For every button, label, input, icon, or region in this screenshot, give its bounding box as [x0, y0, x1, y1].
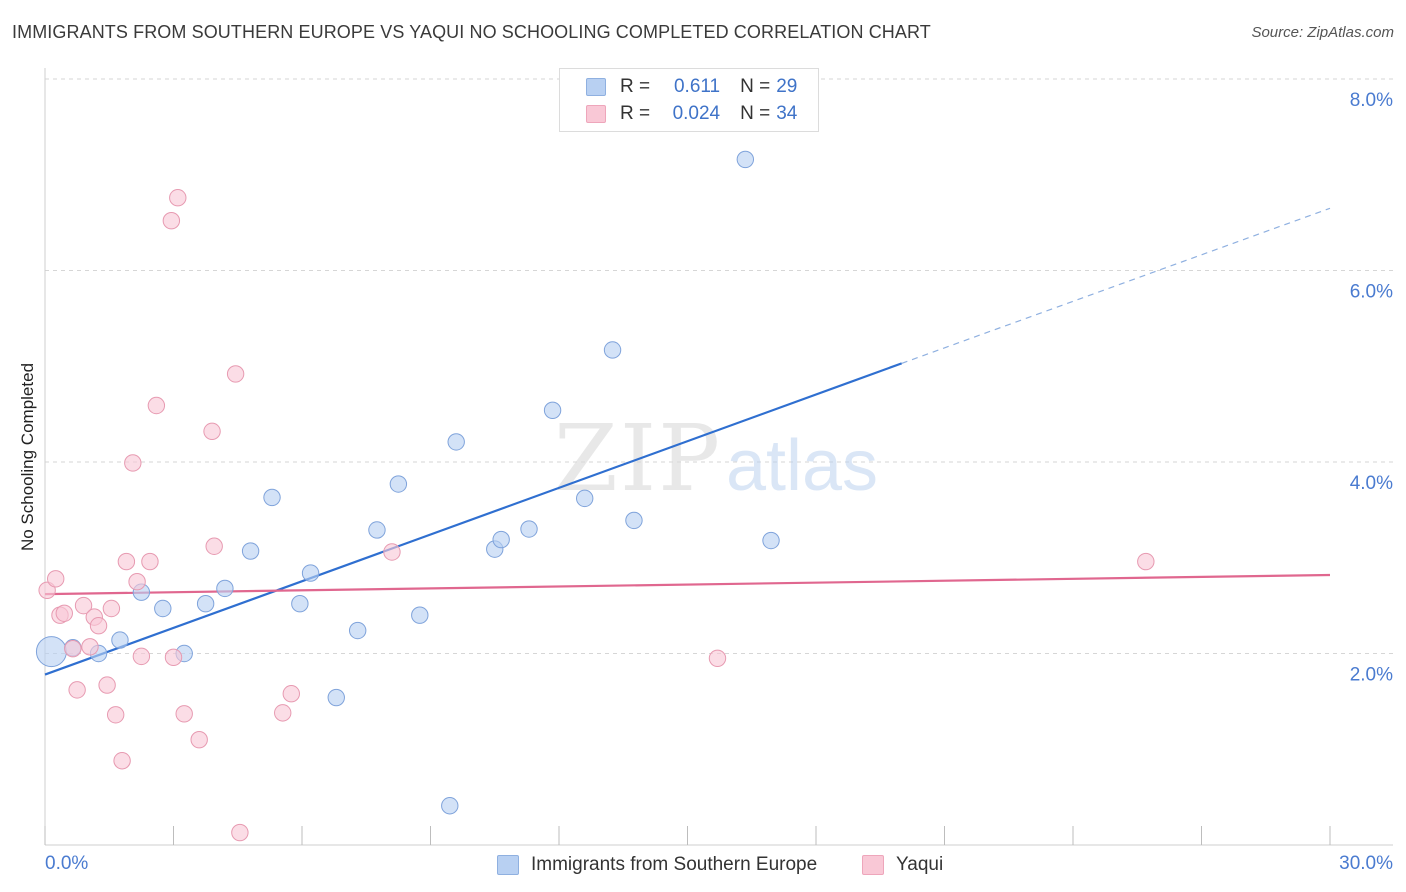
point-yaqui: [98, 676, 116, 694]
legend-label: Immigrants from Southern Europe: [531, 854, 818, 875]
r-label: R =: [620, 103, 651, 124]
point-yaqui: [226, 365, 245, 383]
point-yaqui: [205, 537, 223, 555]
y-axis-title: No Schooling Completed: [18, 363, 37, 551]
point-immigrants: [625, 511, 643, 530]
y-tick-label: 6.0%: [1350, 282, 1393, 303]
trend-line-yaqui: [44, 573, 1331, 596]
source-credit: Source: ZipAtlas.com: [1251, 24, 1394, 41]
point-yaqui: [282, 685, 300, 703]
point-immigrants: [368, 521, 386, 539]
point-immigrants: [263, 488, 281, 507]
point-immigrants: [441, 797, 459, 815]
y-tick-label: 8.0%: [1350, 90, 1393, 111]
point-immigrants: [389, 475, 408, 493]
point-yaqui: [708, 649, 727, 667]
point-immigrants: [111, 631, 129, 649]
point-yaqui: [231, 823, 249, 842]
point-immigrants: [291, 595, 309, 613]
point-yaqui: [132, 647, 151, 666]
y-tick-label: 2.0%: [1350, 665, 1393, 686]
x-tick-label: 30.0%: [1339, 853, 1393, 874]
legend-item-yaqui[interactable]: Yaqui: [862, 851, 943, 879]
point-yaqui: [55, 604, 73, 622]
legend-row-yaqui: R = 0.024 N = 34: [586, 101, 797, 127]
legend-swatch-blue: [586, 78, 606, 96]
point-yaqui: [117, 552, 136, 571]
point-immigrants: [327, 688, 345, 707]
gridlines: [45, 78, 1393, 654]
point-yaqui: [102, 599, 121, 618]
point-yaqui: [106, 706, 125, 724]
point-immigrants: [411, 606, 429, 624]
point-immigrants: [301, 564, 320, 582]
point-yaqui: [175, 705, 193, 723]
r-value: 0.024: [672, 103, 721, 124]
n-value: 34: [776, 103, 798, 124]
legend-swatch-pink: [586, 105, 606, 123]
chart-title: IMMIGRANTS FROM SOUTHERN EUROPE VS YAQUI…: [12, 22, 931, 42]
point-immigrants: [520, 520, 538, 538]
point-yaqui: [68, 681, 86, 699]
point-yaqui: [190, 730, 208, 749]
point-immigrants: [492, 530, 510, 549]
watermark-atlas: atlas: [726, 426, 878, 506]
point-immigrants: [576, 489, 594, 508]
y-tick-label: 4.0%: [1350, 473, 1393, 494]
legend-row-immigrants: R = 0.611 N = 29: [586, 74, 797, 100]
point-immigrants: [241, 542, 260, 560]
point-immigrants: [736, 150, 755, 169]
trend-line-immigrants: [44, 362, 903, 676]
point-yaqui: [169, 189, 187, 207]
point-yaqui: [1137, 552, 1155, 571]
point-immigrants: [35, 636, 67, 668]
point-immigrants: [762, 531, 780, 550]
point-immigrants: [154, 599, 172, 618]
point-immigrants: [348, 621, 367, 640]
n-label: N =: [740, 76, 771, 97]
point-immigrants: [216, 579, 234, 598]
point-yaqui: [74, 596, 93, 615]
point-immigrants: [543, 401, 562, 419]
r-label: R =: [620, 76, 651, 97]
n-label: N =: [740, 103, 771, 124]
point-yaqui: [203, 422, 221, 441]
axis-labels: 2.0% 4.0% 6.0% 8.0% 0.0% 30.0% No Schooling Co…: [18, 90, 1393, 874]
x-tick-label: 0.0%: [45, 853, 88, 874]
point-yaqui: [162, 212, 181, 230]
legend-label: Yaqui: [896, 854, 944, 875]
r-value: 0.611: [673, 76, 721, 97]
data-points: [35, 150, 1155, 842]
point-yaqui: [274, 704, 292, 722]
trend-line-immigrants-projection: [901, 207, 1331, 364]
point-yaqui: [128, 572, 146, 591]
point-yaqui: [124, 454, 142, 472]
legend-swatch-pink: [862, 855, 884, 875]
point-yaqui: [81, 638, 99, 656]
point-yaqui: [113, 752, 131, 770]
point-yaqui: [47, 570, 65, 588]
point-yaqui: [141, 552, 159, 571]
point-yaqui: [64, 640, 82, 658]
point-yaqui: [383, 543, 401, 561]
watermark: ZIP atlas: [554, 405, 878, 512]
axes: [44, 68, 1393, 846]
legend-item-immigrants[interactable]: Immigrants from Southern Europe: [497, 851, 817, 879]
point-immigrants: [196, 595, 215, 613]
correlation-legend: R = 0.611 N = 29 R = 0.024 N = 34: [559, 68, 819, 132]
series-legend: Immigrants from Southern Europe Yaqui: [0, 851, 1406, 879]
point-immigrants: [447, 433, 465, 451]
point-yaqui: [147, 396, 166, 415]
point-immigrants: [603, 341, 622, 359]
point-yaqui: [164, 648, 183, 667]
legend-swatch-blue: [497, 855, 519, 875]
n-value: 29: [776, 76, 798, 97]
point-yaqui: [89, 617, 108, 635]
trend-lines: [44, 207, 1331, 676]
